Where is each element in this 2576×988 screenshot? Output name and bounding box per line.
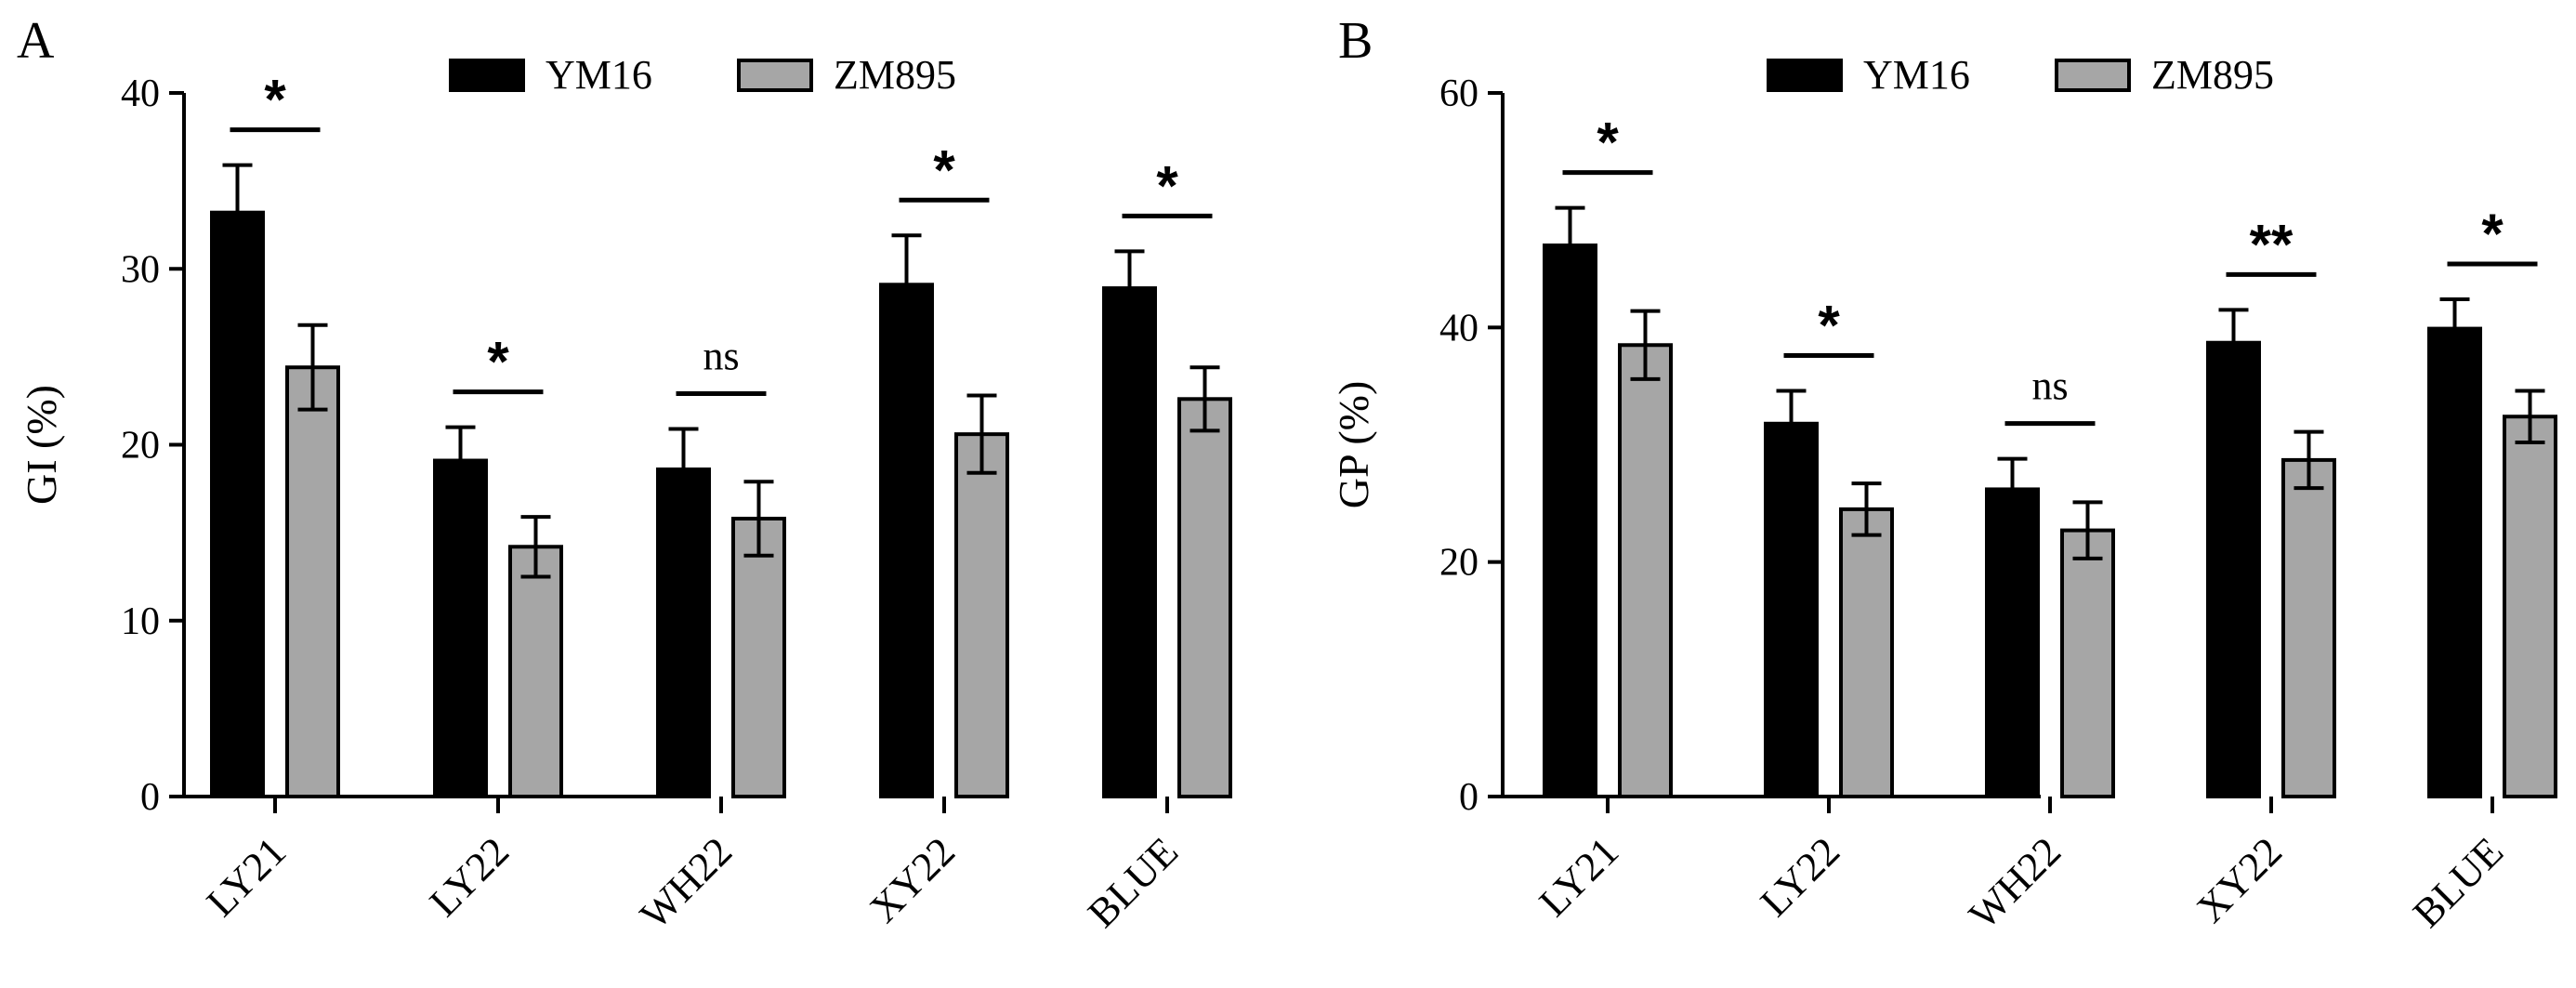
legend-label-ym16: YM16 bbox=[545, 52, 652, 98]
bar-ym16-blue bbox=[1102, 286, 1157, 798]
bar-zm895-wh22 bbox=[2060, 528, 2115, 799]
y-axis-title: GP (%) bbox=[1330, 381, 1377, 509]
panel-label: A bbox=[17, 12, 55, 70]
bar-zm895-wh22 bbox=[731, 516, 786, 798]
x-tick-label-ly21: LY21 bbox=[1531, 828, 1627, 925]
y-tick-label: 30 bbox=[121, 248, 160, 291]
bar-ym16-wh22 bbox=[656, 467, 711, 798]
bar-zm895-xy22 bbox=[954, 432, 1009, 798]
y-tick-label: 20 bbox=[121, 425, 160, 468]
x-tick-label-blue: BLUE bbox=[2404, 828, 2512, 936]
x-tick-label-wh22: WH22 bbox=[631, 828, 741, 938]
legend-swatch-zm895 bbox=[737, 59, 813, 92]
bar-zm895-ly22 bbox=[508, 545, 563, 798]
bar-zm895-ly21 bbox=[285, 365, 340, 798]
significance-label: * bbox=[1818, 294, 1840, 356]
significance-label: * bbox=[264, 69, 286, 131]
bar-zm895-ly22 bbox=[1839, 507, 1894, 798]
significance-label: * bbox=[1156, 154, 1178, 217]
legend-label-ym16: YM16 bbox=[1863, 52, 1970, 98]
bar-ym16-ly21 bbox=[1543, 244, 1597, 798]
legend-swatch-ym16 bbox=[1767, 59, 1843, 92]
y-tick-label: 40 bbox=[1439, 307, 1479, 349]
y-tick-label: 60 bbox=[1439, 72, 1479, 115]
significance-label: ns bbox=[703, 333, 739, 378]
bar-ym16-xy22 bbox=[2206, 340, 2261, 798]
significance-label: ** bbox=[2250, 213, 2293, 275]
bar-zm895-xy22 bbox=[2281, 457, 2336, 798]
legend-label-zm895: ZM895 bbox=[834, 52, 956, 98]
y-tick-label: 0 bbox=[1459, 776, 1479, 819]
x-tick-label-xy22: XY22 bbox=[2188, 828, 2291, 931]
y-tick-label: 0 bbox=[140, 776, 160, 819]
y-tick-label: 40 bbox=[121, 72, 160, 115]
bar-ym16-wh22 bbox=[1985, 487, 2040, 799]
panel-label: B bbox=[1338, 12, 1373, 70]
significance-label: * bbox=[2481, 203, 2504, 265]
x-tick-label-blue: BLUE bbox=[1079, 828, 1187, 936]
significance-label: ns bbox=[2031, 363, 2068, 409]
y-tick-label: 20 bbox=[1439, 542, 1479, 585]
significance-label: * bbox=[1597, 112, 1619, 174]
x-tick-label-ly22: LY22 bbox=[1752, 828, 1848, 925]
x-tick-label-xy22: XY22 bbox=[861, 828, 964, 931]
bar-zm895-ly21 bbox=[1618, 343, 1673, 798]
y-tick-label: 10 bbox=[121, 600, 160, 643]
bar-zm895-blue bbox=[1177, 397, 1232, 798]
panel-b: B 0 20 40 60 GP (%) YM16 ZM895 LY21 * LY22 * WH22 ns X… bbox=[1330, 12, 2557, 938]
y-axis-title: GI (%) bbox=[18, 385, 65, 505]
significance-label: * bbox=[933, 138, 955, 201]
significance-label: * bbox=[487, 331, 509, 393]
legend-swatch-zm895 bbox=[2055, 59, 2131, 92]
bar-ym16-blue bbox=[2427, 326, 2482, 798]
bar-ym16-xy22 bbox=[879, 283, 934, 799]
bar-ym16-ly22 bbox=[433, 458, 488, 798]
bar-ym16-ly21 bbox=[210, 210, 265, 798]
bar-ym16-ly22 bbox=[1764, 421, 1819, 798]
legend-label-zm895: ZM895 bbox=[2151, 52, 2274, 98]
legend-swatch-ym16 bbox=[449, 59, 525, 92]
x-tick-label-wh22: WH22 bbox=[1960, 828, 2070, 938]
panel-a: A 0 10 20 30 40 GI (%) YM16 ZM895 LY21 * LY22 * WH22 n… bbox=[17, 12, 1232, 938]
bar-zm895-blue bbox=[2503, 415, 2557, 798]
x-tick-label-ly22: LY22 bbox=[421, 828, 518, 925]
x-tick-label-ly21: LY21 bbox=[198, 828, 295, 925]
